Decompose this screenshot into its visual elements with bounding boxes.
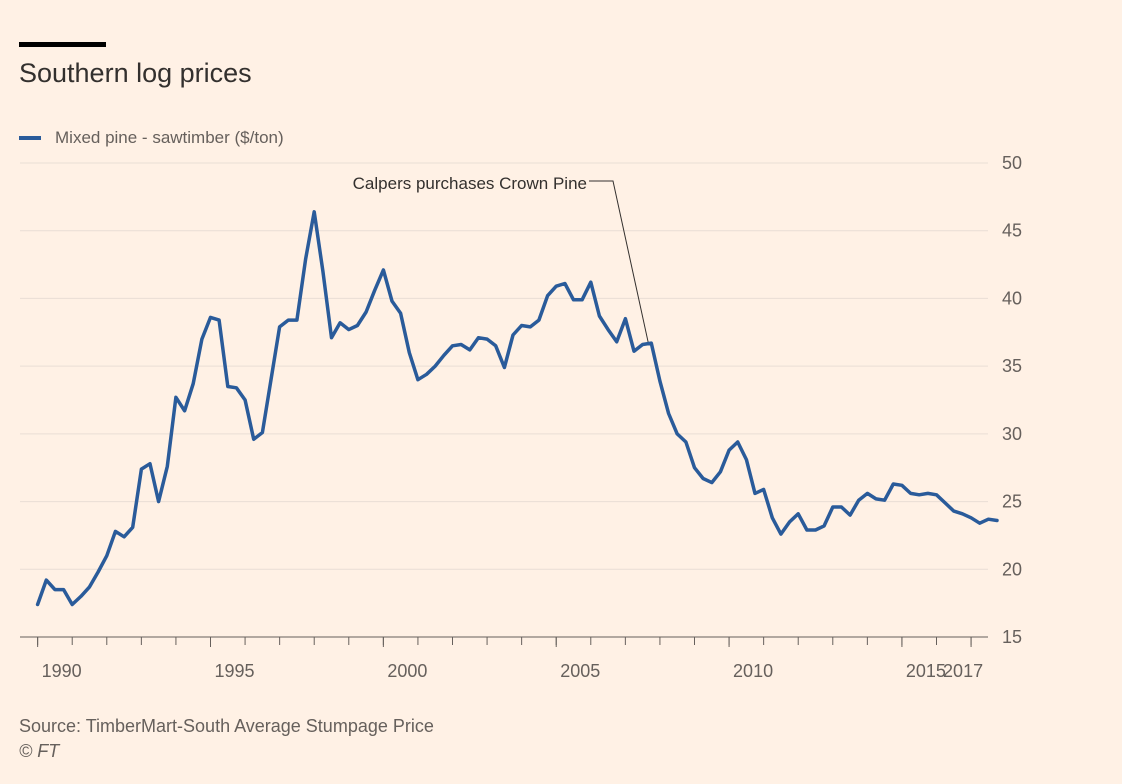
annotation-label: Calpers purchases Crown Pine — [353, 174, 587, 193]
y-axis: 15 20 25 30 35 40 45 50 — [1002, 153, 1022, 647]
y-tick-label: 20 — [1002, 559, 1022, 579]
series-layer — [35, 210, 999, 607]
y-tick-label: 25 — [1002, 492, 1022, 512]
x-tick-label: 2005 — [560, 661, 600, 681]
x-tick-label: 2017 — [943, 661, 983, 681]
series-line-mixed-pine — [35, 210, 999, 607]
x-tick-label: 2015 — [906, 661, 946, 681]
chart-title: Southern log prices — [19, 58, 252, 88]
grid-lines — [20, 162, 988, 638]
source-note: Source: TimberMart-South Average Stumpag… — [19, 716, 434, 736]
y-tick-label: 50 — [1002, 153, 1022, 173]
y-tick-label: 30 — [1002, 424, 1022, 444]
x-tick-label: 2010 — [733, 661, 773, 681]
annotation-leader-line — [589, 180, 649, 343]
x-tick-label: 1990 — [42, 661, 82, 681]
legend-label: Mixed pine - sawtimber ($/ton) — [55, 128, 284, 147]
annotation: Calpers purchases Crown Pine — [353, 174, 649, 343]
y-tick-label: 15 — [1002, 627, 1022, 647]
ft-title-bar — [19, 42, 106, 47]
y-tick-label: 40 — [1002, 288, 1022, 308]
y-tick-label: 45 — [1002, 221, 1022, 241]
legend-swatch — [19, 136, 41, 140]
x-tick-label: 2000 — [387, 661, 427, 681]
copyright-note: © FT — [19, 741, 60, 761]
y-tick-label: 35 — [1002, 356, 1022, 376]
legend: Mixed pine - sawtimber ($/ton) — [19, 128, 284, 148]
x-tick-label: 1995 — [214, 661, 254, 681]
